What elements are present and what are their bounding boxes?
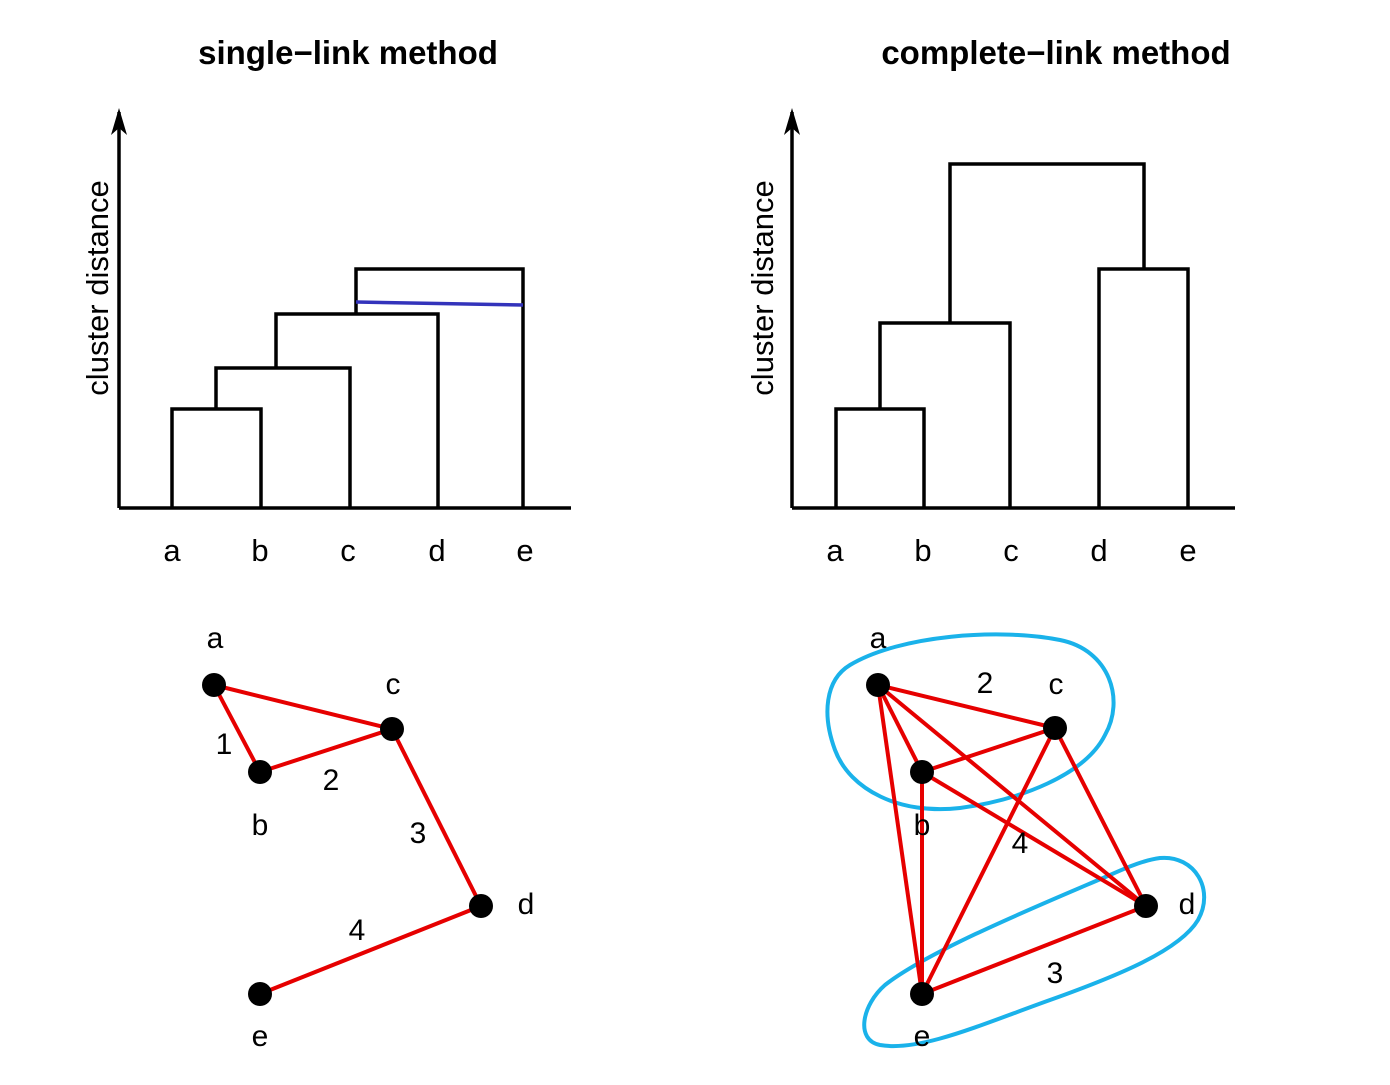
single-link-edge-label-c-d: 3 <box>410 817 427 850</box>
single-link-leaf-e: e <box>516 533 533 568</box>
single-link-leaf-d: d <box>428 533 445 568</box>
single-link-panel: single−link method cluster distance a b … <box>80 34 571 1053</box>
single-link-edge-label-a-b: 1 <box>216 728 233 761</box>
complete-link-node-label-a: a <box>870 622 887 655</box>
single-link-edge-a-c <box>213 683 393 731</box>
single-link-node-b <box>248 760 272 784</box>
complete-link-merge-de <box>1097 267 1190 508</box>
single-link-merge-abc <box>214 366 352 508</box>
complete-link-edge-c-e <box>920 727 1057 995</box>
complete-link-node-label-e: e <box>914 1020 931 1053</box>
single-link-node-label-a: a <box>207 622 224 655</box>
complete-link-node-b <box>910 760 934 784</box>
complete-link-edge-a-c <box>877 683 1056 730</box>
complete-link-leaf-a: a <box>826 533 844 568</box>
complete-link-merge-abc <box>878 321 1012 508</box>
complete-link-y-axis-arrow <box>784 108 800 135</box>
complete-link-edge-a-e <box>876 684 924 995</box>
complete-link-edge-label-e-d: 3 <box>1047 957 1064 990</box>
complete-link-edge-label-a-c: 2 <box>977 667 994 700</box>
complete-link-node-label-d: d <box>1179 888 1196 921</box>
complete-link-merge-ab <box>834 407 926 508</box>
complete-link-merge-all <box>948 162 1146 323</box>
single-link-y-axis-arrow <box>111 108 127 135</box>
complete-link-node-label-b: b <box>914 809 931 842</box>
single-link-node-label-c: c <box>386 668 401 701</box>
complete-link-cluster-abc <box>825 632 1116 812</box>
complete-link-leaf-c: c <box>1003 533 1019 568</box>
complete-link-edge-label-b-d: 4 <box>1012 827 1029 860</box>
single-link-merge-abcde <box>354 267 525 508</box>
complete-link-leaf-d: d <box>1090 533 1107 568</box>
single-link-node-a <box>202 673 226 697</box>
complete-link-panel: complete−link method cluster distance a … <box>745 34 1235 1053</box>
single-link-cut-line <box>355 300 524 307</box>
single-link-node-label-b: b <box>252 809 269 842</box>
single-link-merge-ab <box>170 407 263 508</box>
complete-link-node-label-c: c <box>1049 668 1064 701</box>
single-link-edge-label-b-c: 2 <box>323 764 340 797</box>
complete-link-edge-a-b <box>876 684 924 773</box>
single-link-leaf-b: b <box>251 533 268 568</box>
single-link-edge-b-c <box>259 727 393 774</box>
complete-link-edge-c-d <box>1053 727 1148 907</box>
complete-link-leaf-e: e <box>1179 533 1196 568</box>
single-link-edge-a-b <box>212 684 262 773</box>
complete-link-node-e <box>910 982 934 1006</box>
complete-link-edge-a-d <box>876 683 1148 908</box>
complete-link-node-a <box>866 673 890 697</box>
complete-link-node-d <box>1134 894 1158 918</box>
complete-link-edge-b-d <box>920 770 1148 908</box>
complete-link-cluster-de <box>862 855 1207 1049</box>
single-link-node-label-e: e <box>252 1020 269 1053</box>
complete-link-edge-e-d <box>921 904 1147 996</box>
single-link-leaf-a: a <box>163 533 181 568</box>
complete-link-y-axis-label: cluster distance <box>745 180 780 395</box>
single-link-edge-c-d <box>390 728 483 907</box>
single-link-node-d <box>469 894 493 918</box>
complete-link-leaf-b: b <box>914 533 931 568</box>
single-link-merge-abcd <box>274 312 440 508</box>
single-link-node-label-d: d <box>518 888 535 921</box>
single-link-y-axis-label: cluster distance <box>80 180 115 395</box>
single-link-leaf-c: c <box>340 533 356 568</box>
single-link-title: single−link method <box>198 34 498 71</box>
single-link-edge-label-d-e: 4 <box>349 914 366 947</box>
single-link-node-c <box>380 717 404 741</box>
single-link-edge-d-e <box>259 904 482 996</box>
single-link-node-e <box>248 982 272 1006</box>
complete-link-edge-b-c <box>921 726 1056 774</box>
complete-link-node-c <box>1043 716 1067 740</box>
complete-link-title: complete−link method <box>881 34 1230 71</box>
